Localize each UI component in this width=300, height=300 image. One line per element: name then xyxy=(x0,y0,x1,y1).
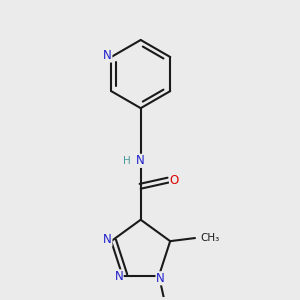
Text: N: N xyxy=(136,154,145,167)
Text: H: H xyxy=(123,156,130,166)
Text: N: N xyxy=(114,270,123,283)
Text: CH₃: CH₃ xyxy=(201,233,220,243)
Text: N: N xyxy=(103,233,112,246)
Text: O: O xyxy=(169,175,179,188)
Text: N: N xyxy=(103,49,112,62)
Text: N: N xyxy=(156,272,165,285)
